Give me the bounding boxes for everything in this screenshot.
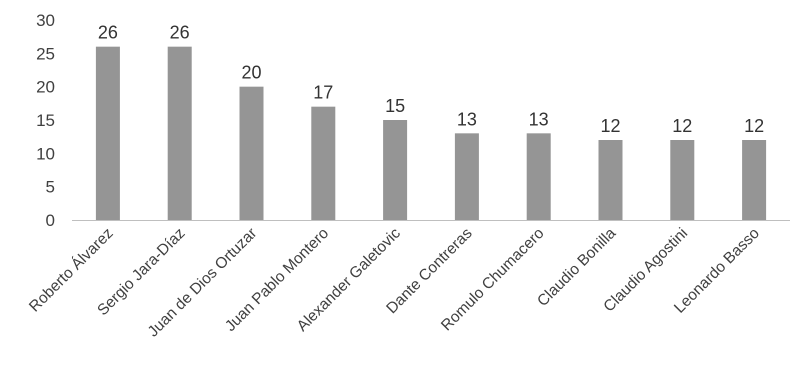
y-tick-label: 10: [36, 144, 55, 163]
bar: [526, 133, 551, 220]
bars: [95, 46, 767, 221]
bar: [383, 120, 408, 220]
y-tick-label: 30: [36, 11, 55, 30]
bar: [742, 140, 767, 220]
data-label: 15: [385, 96, 405, 116]
bar: [454, 133, 479, 220]
y-tick-label: 0: [46, 211, 55, 230]
bar: [670, 140, 695, 220]
data-label: 13: [457, 109, 477, 129]
y-tick-label: 25: [36, 44, 55, 63]
data-label: 12: [672, 116, 692, 136]
data-label: 12: [744, 116, 764, 136]
bar: [239, 86, 264, 221]
y-axis-ticks: 0 5 10 15 20 25 30: [36, 11, 55, 230]
data-label: 12: [600, 116, 620, 136]
y-tick-label: 5: [46, 178, 55, 197]
bar: [598, 140, 623, 220]
y-tick-label: 20: [36, 78, 55, 97]
data-label: 26: [98, 23, 118, 43]
data-labels: 26 26 20 17 15 13 13 12 12 12: [98, 23, 764, 136]
bar: [311, 106, 336, 220]
data-label: 20: [241, 63, 261, 83]
y-tick-label: 15: [36, 111, 55, 130]
bar: [95, 46, 120, 220]
data-label: 26: [170, 23, 190, 43]
bar: [167, 46, 192, 220]
data-label: 17: [313, 83, 333, 103]
data-label: 13: [529, 109, 549, 129]
